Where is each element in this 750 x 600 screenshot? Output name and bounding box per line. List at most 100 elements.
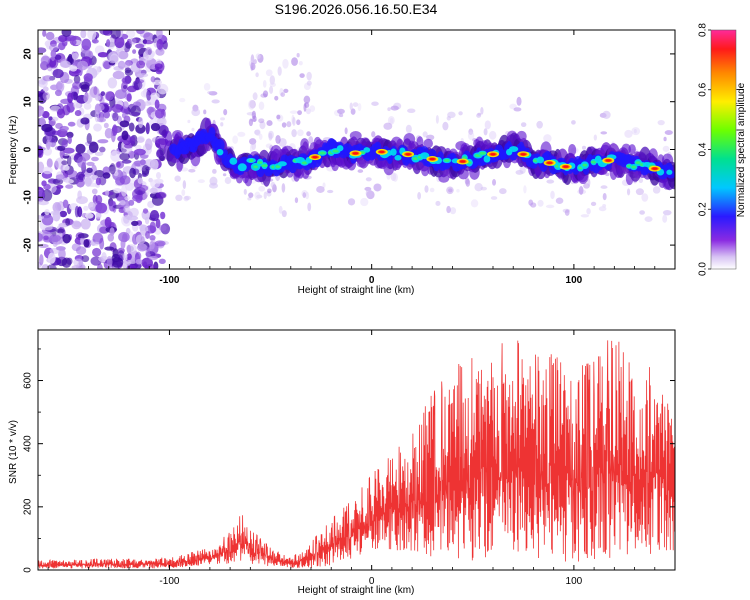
spectrogram-cell (371, 101, 379, 106)
spectrogram-cell (203, 82, 211, 91)
spectrogram-cell (184, 195, 191, 200)
spectrogram-cell (86, 132, 92, 145)
spectrogram-cell (115, 104, 122, 110)
spectrogram-cell (474, 182, 483, 192)
spectrogram-cell (449, 207, 457, 215)
spectrogram-cell (250, 62, 254, 71)
spectrogram-cell (143, 40, 154, 45)
spectrogram-cell (262, 90, 269, 98)
spectrogram-cell (543, 134, 552, 143)
spectrogram-cell (125, 227, 131, 235)
spectrogram-cell (43, 225, 53, 231)
spectrogram-cell (41, 214, 54, 226)
spectrogram-cell (67, 135, 72, 145)
spectrogram-cell (237, 163, 247, 172)
snr-panel: -100 0 100 0 200 400 600 Height of straight l… (8, 329, 676, 596)
y-tick-label: -20 (23, 237, 34, 252)
spectrogram-cell (99, 226, 109, 234)
spectrogram-cell (318, 151, 326, 155)
spectrogram-cell (145, 122, 150, 135)
spectrogram-cell (255, 129, 261, 137)
x-tick-label: 100 (566, 576, 583, 587)
spectrogram-cell (664, 130, 673, 135)
spectrogram-cell (43, 183, 51, 191)
spectrogram-cells (38, 30, 675, 269)
spectrogram-cell (662, 145, 670, 152)
spectrogram-cell (74, 110, 82, 117)
x-tick-label: -100 (159, 576, 179, 587)
spectrogram-cell (528, 199, 534, 206)
spectrogram-cell (181, 145, 190, 155)
spectrogram-cell (373, 183, 382, 192)
spectrogram-cell (67, 121, 76, 127)
spectrogram-cell (276, 114, 281, 120)
spectrogram-cell (363, 147, 371, 153)
spectrogram-cell (122, 101, 129, 109)
spectrogram-cell (631, 165, 637, 169)
spectrogram-cell (157, 83, 169, 95)
spectrogram-cell (263, 191, 267, 200)
spectrogram-cell (490, 196, 498, 200)
spectrogram-cell (582, 163, 588, 167)
spectrogram-cell (304, 102, 310, 108)
spectrogram-cell (631, 127, 641, 136)
spectrogram-cell (564, 209, 570, 216)
spectrogram-cell (44, 208, 50, 216)
spectrogram-cell (181, 189, 186, 197)
spectrogram-cell (73, 258, 83, 267)
spectrogram-cell (62, 147, 75, 154)
spectrogram-cell (468, 128, 474, 136)
colorbar-tick-label: 0.2 (698, 202, 709, 216)
spectrogram-cell (99, 146, 106, 153)
spectrogram-cell (96, 103, 105, 111)
spectrogram-cell (641, 193, 649, 202)
spectrogram-cell (75, 246, 87, 255)
spectrogram-cell (56, 228, 65, 234)
spectrogram-cell (106, 256, 113, 268)
spectrogram-cell (237, 131, 246, 137)
spectrogram-cell (65, 169, 78, 179)
spectrogram-cell (77, 60, 89, 71)
spectrogram-cell (350, 108, 356, 115)
spectrogram-cell (336, 145, 344, 152)
spectrogram-cell (545, 204, 555, 209)
spectrogram-cell (95, 212, 102, 219)
spectrogram-cell (547, 161, 553, 165)
spectrogram-cell (87, 30, 97, 40)
spectrogram-cell (38, 215, 45, 220)
spectrogram-cell (119, 120, 130, 128)
spectrogram-cell (255, 72, 259, 78)
x-tick-label: 0 (369, 576, 375, 587)
spectrogram-y-label: Frequency (Hz) (8, 116, 19, 185)
spectrogram-cell (555, 197, 564, 204)
spectrogram-cell (94, 95, 101, 101)
spectrogram-cell (270, 181, 276, 189)
spectrogram-cell (91, 39, 99, 44)
spectrogram-cell (141, 257, 153, 269)
spectrogram-cell (281, 122, 287, 128)
spectrogram-cell (483, 128, 488, 136)
spectrogram-cell (123, 205, 131, 213)
spectrogram-cell (38, 232, 44, 242)
spectrogram-cell (536, 156, 545, 164)
spectrogram-cell (292, 116, 296, 126)
spectrogram-cell (429, 157, 435, 161)
spectrogram-cell (467, 131, 475, 141)
spectrogram-cell (297, 110, 302, 116)
spectrogram-cell (149, 210, 160, 222)
spectrogram-cell (46, 158, 53, 168)
spectrogram-cell (122, 75, 132, 85)
spectrogram-cell (371, 131, 376, 138)
spectrogram-cell (447, 111, 456, 119)
spectrogram-cell (136, 136, 145, 144)
spectrogram-cell (65, 218, 71, 226)
spectrogram-cell (456, 188, 460, 193)
y-tick-label: 400 (23, 435, 34, 452)
snr-x-ticks: -100 0 100 (47, 330, 656, 587)
spectrogram-cell (492, 178, 497, 186)
spectrogram-cell (289, 110, 299, 114)
spectrogram-cell (197, 179, 205, 184)
spectrogram-cell (99, 237, 105, 250)
spectrogram-cell (626, 188, 631, 196)
